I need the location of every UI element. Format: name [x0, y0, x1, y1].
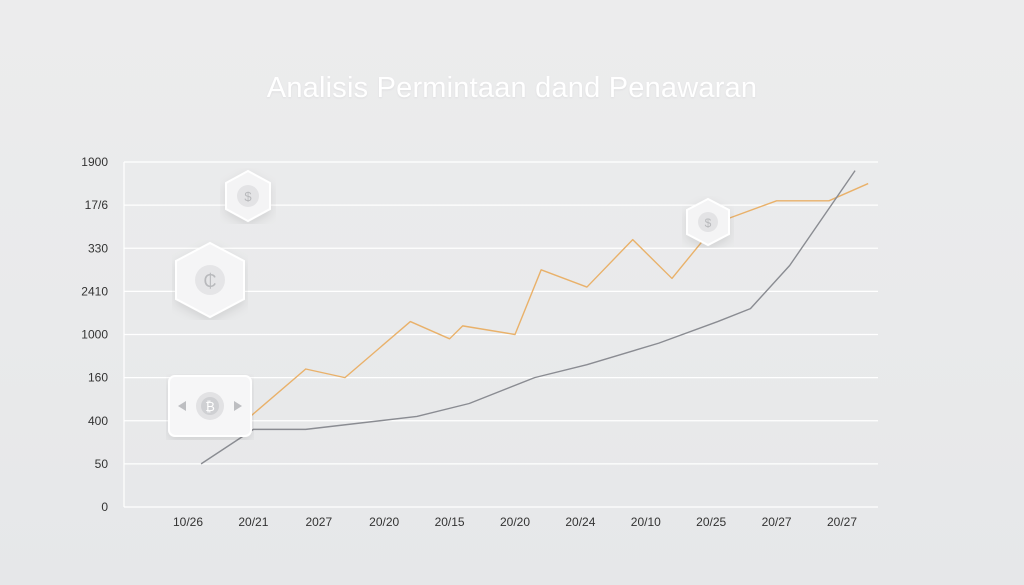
- y-tick-label: 160: [88, 371, 108, 385]
- svg-text:$: $: [244, 189, 252, 204]
- x-tick-label: 20/20: [500, 515, 530, 529]
- y-tick-label: 50: [95, 457, 109, 471]
- x-tick-label: 10/26: [173, 515, 203, 529]
- chart-title: Analisis Permintaan dand Penawaran: [266, 72, 758, 104]
- x-tick-label: 20/20: [369, 515, 399, 529]
- x-tick-label: 20/21: [238, 515, 268, 529]
- x-tick-label: 20/15: [435, 515, 465, 529]
- svg-text:$: $: [705, 216, 712, 230]
- y-tick-label: 400: [88, 414, 108, 428]
- x-tick-label: 2027: [305, 515, 332, 529]
- x-axis-ticks: 10/26 20/21 2027 20/20 20/15 20/20 20/24 20/10 2…: [173, 515, 857, 529]
- x-tick-label: 20/10: [631, 515, 661, 529]
- y-axis-ticks: 1900 17/6 330 2410 1000 160 400 50 0: [81, 155, 108, 514]
- series-line-2: [200, 170, 856, 465]
- cedi-coin-hex-icon: ₵: [175, 241, 245, 319]
- dollar-coin-hex-icon: $: [225, 169, 271, 223]
- y-tick-label: 1000: [81, 328, 108, 342]
- y-tick-label: 1900: [81, 155, 108, 169]
- svg-text:₵: ₵: [204, 271, 217, 291]
- x-tick-label: 20/24: [565, 515, 595, 529]
- y-tick-label: 330: [88, 241, 108, 255]
- x-tick-label: 20/27: [827, 515, 857, 529]
- y-tick-label: 2410: [81, 284, 108, 298]
- series-group: [200, 170, 869, 465]
- x-tick-label: 20/25: [696, 515, 726, 529]
- bitcoin-card-icon: ₿: [168, 375, 252, 437]
- grid: [123, 161, 878, 508]
- y-tick-label: 0: [101, 500, 108, 514]
- y-tick-label: 17/6: [85, 198, 109, 212]
- x-tick-label: 20/27: [762, 515, 792, 529]
- svg-text:₿: ₿: [205, 399, 215, 414]
- series-line-1: [239, 182, 869, 426]
- dollar-coin-hex-icon-right: $: [686, 197, 730, 247]
